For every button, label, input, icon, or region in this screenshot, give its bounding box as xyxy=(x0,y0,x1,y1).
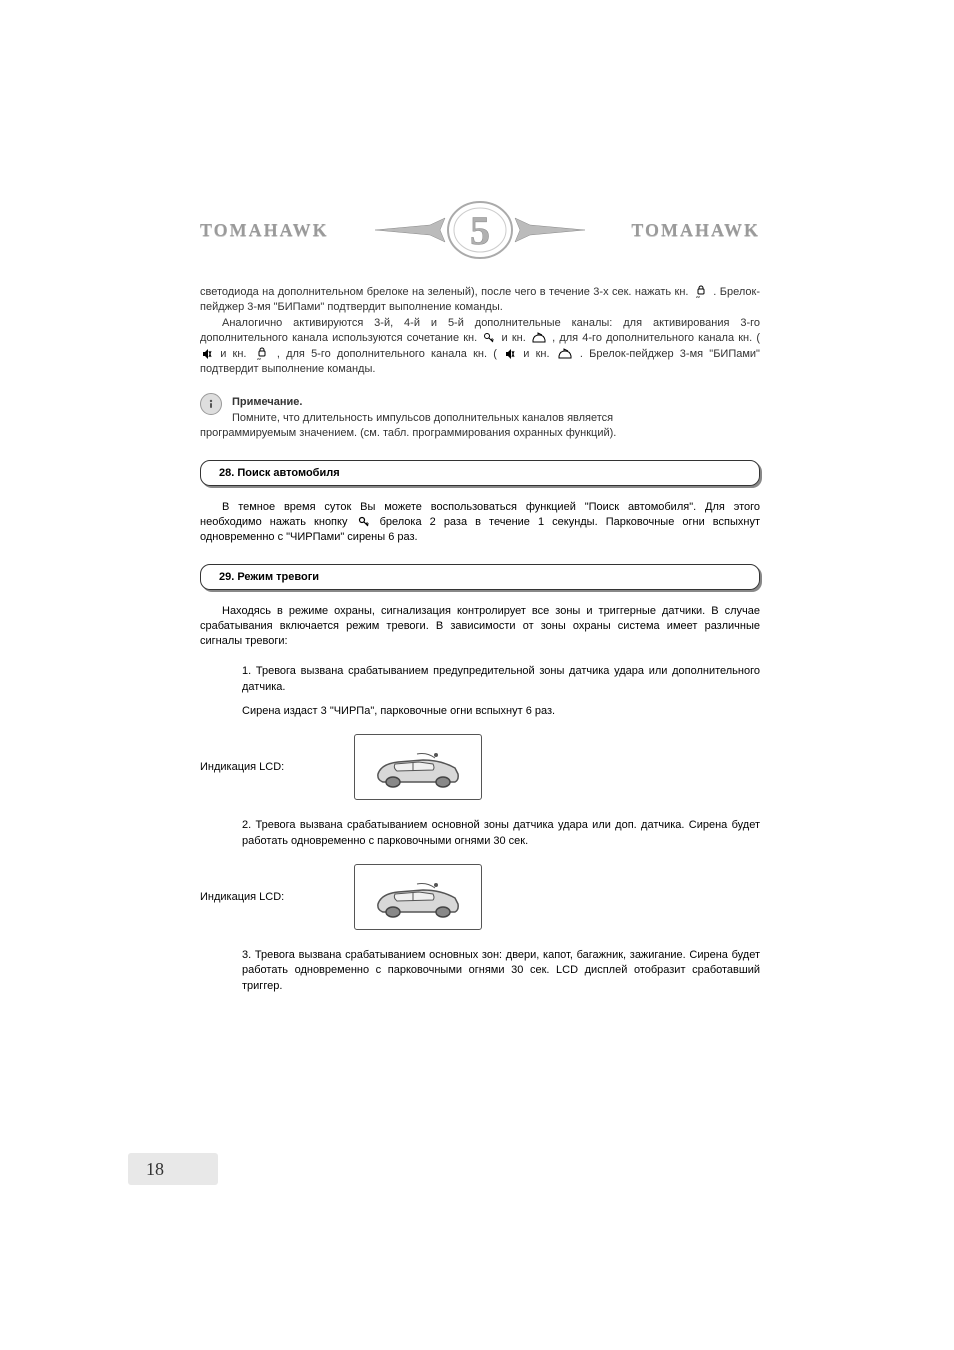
note-body-start: Помните, что длительность импульсов допо… xyxy=(232,412,613,424)
svg-text:zz: zz xyxy=(257,356,261,361)
lcd-label-2: Индикация LCD: xyxy=(200,891,284,903)
mute-icon xyxy=(202,348,212,360)
lock-zz-icon: zz xyxy=(694,285,708,299)
intro-line2f: и кн. xyxy=(523,348,549,360)
section-28-body: В темное время суток Вы можете воспользо… xyxy=(200,500,760,546)
key-icon xyxy=(358,516,370,528)
lcd-label-1: Индикация LCD: xyxy=(200,761,284,773)
intro-line2b: и кн. xyxy=(502,332,526,344)
key-icon xyxy=(483,332,495,344)
alarm-item-1-sub: Сирена издаст 3 "ЧИРПа", парковочные огн… xyxy=(242,704,760,720)
note-title: Примечание. xyxy=(232,396,302,408)
section-29-heading: 29. Режим тревоги xyxy=(200,564,760,590)
alarm-item-3-text: Тревога вызвана срабатыванием основных з… xyxy=(242,949,760,993)
note-body-end: программируемым значением. (см. табл. пр… xyxy=(200,426,760,441)
car-icon xyxy=(363,742,473,792)
intro-line2c: , для 4-го дополнительного канала кн. ( xyxy=(552,332,760,344)
model-number: 5 xyxy=(470,208,490,253)
trunk-icon xyxy=(558,348,572,360)
intro-paragraph: светодиода на дополнительном брелоке на … xyxy=(200,285,760,377)
page-number: 18 xyxy=(128,1153,218,1185)
intro-line2e: , для 5-го дополнительного канала кн. ( xyxy=(277,348,497,360)
brand-right: TOMAHAWK xyxy=(631,220,760,241)
car-icon xyxy=(363,872,473,922)
lcd-display-1 xyxy=(354,734,482,800)
note-block: Примечание. Помните, что длительность им… xyxy=(200,395,760,441)
logo-emblem: 5 xyxy=(370,200,590,260)
trunk-icon xyxy=(532,332,546,344)
svg-text:zz: zz xyxy=(696,294,700,299)
lock-zz-icon: zz xyxy=(255,347,269,361)
alarm-item-2-text: Тревога вызвана срабатыванием основной з… xyxy=(242,819,760,847)
alarm-item-1-text: Тревога вызвана срабатыванием предупреди… xyxy=(242,665,760,693)
lcd-display-2 xyxy=(354,864,482,930)
alarm-item-1: 1. Тревога вызвана срабатыванием предупр… xyxy=(242,664,760,720)
intro-line1: светодиода на дополнительном брелоке на … xyxy=(200,286,688,298)
section-28-heading: 28. Поиск автомобиля xyxy=(200,460,760,486)
intro-line2d: и кн. xyxy=(220,348,246,360)
mute-icon xyxy=(505,348,515,360)
alarm-item-2: 2. Тревога вызвана срабатыванием основно… xyxy=(242,818,760,850)
logo-banner: TOMAHAWK 5 TOMAHAWK xyxy=(200,200,760,260)
section-29-intro: Находясь в режиме охраны, сигнализация к… xyxy=(200,604,760,650)
brand-left: TOMAHAWK xyxy=(200,220,329,241)
alarm-item-3: 3. Тревога вызвана срабатыванием основны… xyxy=(242,948,760,996)
info-icon xyxy=(200,393,222,415)
